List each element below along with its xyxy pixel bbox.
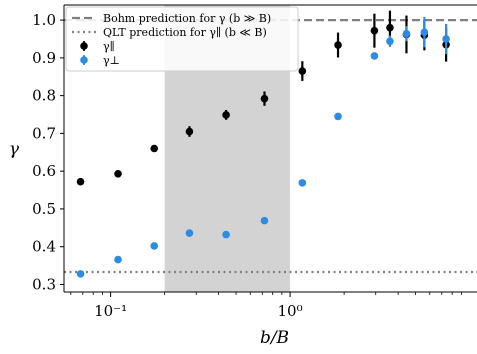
data-point [370,26,379,35]
legend-label: Bohm prediction for γ (b ≫ B) [103,12,271,25]
data-point [260,94,269,103]
legend-label: QLT prediction for γ∥ (b ≪ B) [103,26,267,39]
data-point [402,29,411,38]
data-point [298,179,307,187]
data-point [222,230,230,239]
series-gamma-perp [76,17,450,278]
y-tick-label: 0.5 [32,200,56,218]
y-tick-label: 0.9 [32,49,56,67]
data-point [334,112,342,121]
x-tick-label: 10⁰ [278,302,303,320]
y-tick-label: 0.3 [32,275,56,293]
data-point [114,170,122,178]
y-tick-label: 0.6 [32,162,56,180]
data-point [370,52,379,60]
y-tick-label: 0.7 [32,124,56,142]
data-point [114,255,122,264]
data-point [76,270,85,278]
data-point [386,23,394,32]
data-point [76,177,85,186]
data-point [298,67,307,75]
legend-box [65,6,299,72]
data-point [442,35,450,43]
x-tick-label: 10⁻¹ [94,302,127,320]
data-point [150,144,159,153]
legend-marker-icon [80,56,88,64]
x-axis-label: b/B [260,328,289,348]
legend-marker-icon [80,42,88,50]
data-point [334,41,342,49]
data-points-layer [76,10,450,278]
axes-layer: 0.3 0.4 0.5 0.6 0.7 0.8 0.9 1.0 10⁻¹ 10⁰ [32,4,477,320]
data-point [260,216,269,225]
data-point [386,37,394,46]
legend: Bohm prediction for γ (b ≫ B)QLT predict… [65,6,299,72]
legend-label: γ∥ [103,40,115,53]
y-tick-label: 1.0 [32,11,56,29]
data-point [185,127,194,136]
legend-label: γ⊥ [103,54,120,67]
data-point [420,28,429,36]
data-point [150,242,159,250]
y-tick-label: 0.8 [32,87,56,105]
data-point [185,229,194,237]
y-tick-label: 0.4 [32,238,56,256]
y-axis-label: γ [9,140,20,160]
data-point [222,111,230,119]
